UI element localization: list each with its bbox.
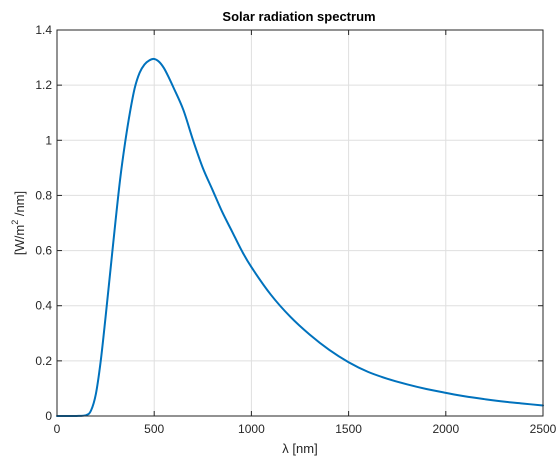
x-tick-label: 1500 [335,422,362,436]
chart-title: Solar radiation spectrum [222,9,375,24]
x-tick-label: 500 [144,422,164,436]
x-axis-label: λ [nm] [282,441,317,456]
data-line-group [56,57,544,417]
y-axis-label: [W/m2 /nm] [10,191,27,255]
x-tick-label: 2500 [530,422,557,436]
axes-box [56,29,544,417]
y-tick-label: 1.2 [35,78,52,92]
grid [57,30,543,416]
x-tick-label: 2000 [432,422,459,436]
y-axis-label-prefix: [W/m [12,225,27,255]
x-tick-label: 0 [54,422,61,436]
y-tick-label: 0.4 [35,299,52,313]
y-tick-label: 0 [45,409,52,423]
y-axis-label-suffix: /nm] [12,191,27,220]
spectrum-line [56,57,544,417]
x-tick-labels: 0 500 1000 1500 2000 2500 [54,422,557,436]
plot-area [57,30,543,416]
y-axis-label-superscript: 2 [10,220,20,225]
y-tick-label: 0.8 [35,188,52,202]
y-tick-label: 1 [45,133,52,147]
y-tick-label: 1.4 [35,23,52,37]
x-tick-label: 1000 [238,422,265,436]
y-tick-labels: 0 0.2 0.4 0.6 0.8 1 1.2 1.4 [35,23,52,423]
ticks [56,29,544,417]
y-tick-label: 0.2 [35,354,52,368]
y-tick-label: 0.6 [35,244,52,258]
